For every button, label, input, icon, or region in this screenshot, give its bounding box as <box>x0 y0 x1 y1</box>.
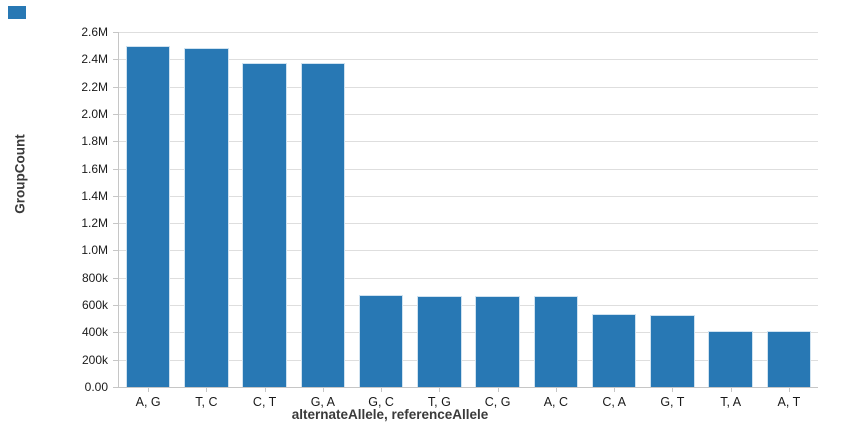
y-axis-tick <box>113 332 119 333</box>
gridline <box>119 305 818 306</box>
y-axis-tick <box>113 278 119 279</box>
y-axis-tick <box>113 87 119 88</box>
gridline <box>119 169 818 170</box>
x-tick-label: T, G <box>427 395 451 409</box>
y-axis-tick <box>113 305 119 306</box>
x-axis-tick <box>730 387 732 392</box>
gridline <box>119 278 818 279</box>
gridline <box>119 32 818 33</box>
y-axis-tick <box>113 59 119 60</box>
y-tick-label: 1.0M <box>81 243 108 257</box>
bar <box>242 63 287 387</box>
x-axis-tick <box>497 387 499 392</box>
x-axis-tick <box>206 387 208 392</box>
x-tick-label: C, G <box>484 395 511 409</box>
plot-area: 0.00 200k 400k 600k 800k 1.0M 1.2M 1.4M 1.6M 1.8M… <box>81 26 818 408</box>
bar <box>300 63 346 387</box>
y-tick-label: 0.00 <box>84 380 108 394</box>
y-axis-tick <box>113 196 119 197</box>
y-axis-tick <box>113 169 119 170</box>
bar <box>533 296 579 387</box>
bar <box>475 296 520 387</box>
bar <box>358 295 404 387</box>
y-tick-label: 2.6M <box>81 25 108 39</box>
x-axis-title: alternateAllele, referenceAllele <box>291 407 489 422</box>
y-axis-tick <box>113 141 119 142</box>
gridline <box>119 250 818 251</box>
y-tick-label: 2.2M <box>81 80 108 94</box>
bar <box>417 296 462 387</box>
gridline <box>119 196 818 197</box>
x-tick-label: G, A <box>310 395 336 409</box>
x-axis-tick <box>788 387 790 392</box>
x-tick-label: G, C <box>368 395 394 409</box>
corner-blue-marker <box>8 6 26 19</box>
x-axis-tick <box>148 387 150 392</box>
x-tick-label: A, G <box>135 395 161 409</box>
gridline <box>119 59 818 60</box>
x-tick-label: T, A <box>720 395 742 409</box>
y-axis-tick <box>113 223 119 224</box>
x-tick-label: A, T <box>777 395 801 409</box>
x-axis-tick <box>555 387 557 392</box>
y-axis-tick <box>113 387 119 388</box>
bar <box>650 315 695 387</box>
x-tick-label: A, C <box>543 395 569 409</box>
y-axis-title: GroupCount <box>12 134 28 214</box>
y-tick-label: 600k <box>81 298 108 312</box>
x-tick-label: G, T <box>660 395 685 409</box>
bar <box>591 314 637 387</box>
y-tick-label: 1.4M <box>81 189 108 203</box>
gridline <box>119 114 818 115</box>
y-tick-label: 2.0M <box>81 107 108 121</box>
x-axis-tick <box>614 387 616 392</box>
bar <box>766 331 812 387</box>
gridline <box>119 223 818 224</box>
x-tick-label: T, C <box>195 395 218 409</box>
x-tick-label: C, T <box>252 395 277 409</box>
bar <box>708 331 753 387</box>
x-axis-tick <box>381 387 383 392</box>
bar <box>184 48 229 387</box>
bar <box>125 46 171 387</box>
y-tick-label: 1.8M <box>81 134 108 148</box>
gridline <box>119 360 818 361</box>
y-tick-label: 400k <box>81 325 108 339</box>
y-tick-label: 800k <box>81 271 108 285</box>
y-tick-label: 2.4M <box>81 52 108 66</box>
x-axis-tick <box>672 387 674 392</box>
y-axis-tick <box>113 32 119 33</box>
y-tick-label: 200k <box>81 353 108 367</box>
x-axis-tick <box>322 387 324 392</box>
x-axis-tick <box>439 387 441 392</box>
y-tick-label: 1.6M <box>81 162 108 176</box>
y-axis-tick <box>113 114 119 115</box>
y-axis-tick <box>113 360 119 361</box>
gridline <box>119 332 818 333</box>
y-tick-label: 1.2M <box>81 216 108 230</box>
y-axis-tick <box>113 250 119 251</box>
gridline <box>119 141 818 142</box>
x-tick-label: C, A <box>602 395 626 409</box>
x-axis-tick <box>264 387 266 392</box>
gridline <box>119 87 818 88</box>
